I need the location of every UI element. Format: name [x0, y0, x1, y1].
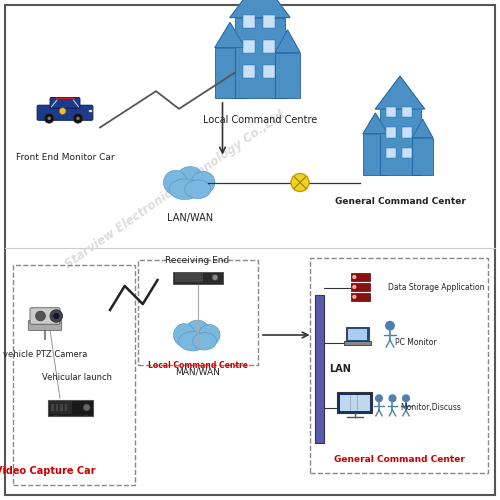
Circle shape	[352, 285, 356, 289]
FancyBboxPatch shape	[175, 274, 203, 281]
Text: Data Storage Application: Data Storage Application	[388, 283, 484, 292]
Text: General Command Center: General Command Center	[334, 455, 464, 464]
Circle shape	[36, 311, 46, 321]
Text: LAN: LAN	[329, 364, 351, 374]
Circle shape	[76, 116, 80, 120]
FancyBboxPatch shape	[344, 340, 371, 345]
Text: Video Capture Car: Video Capture Car	[0, 466, 95, 476]
FancyBboxPatch shape	[402, 107, 412, 117]
FancyBboxPatch shape	[50, 98, 80, 108]
Text: Monitor,Discuss: Monitor,Discuss	[400, 403, 461, 412]
FancyBboxPatch shape	[386, 148, 396, 158]
FancyBboxPatch shape	[84, 415, 88, 416]
Text: MAN/WAN: MAN/WAN	[175, 368, 220, 376]
Text: PC Monitor: PC Monitor	[395, 338, 436, 347]
FancyBboxPatch shape	[346, 327, 369, 342]
FancyBboxPatch shape	[402, 148, 412, 158]
Circle shape	[385, 321, 395, 330]
FancyBboxPatch shape	[48, 400, 92, 415]
FancyBboxPatch shape	[275, 52, 300, 98]
Ellipse shape	[193, 332, 216, 350]
FancyBboxPatch shape	[89, 110, 92, 112]
Circle shape	[50, 310, 62, 322]
Circle shape	[48, 116, 51, 120]
Text: Vehicular launch: Vehicular launch	[42, 372, 112, 382]
Ellipse shape	[169, 179, 200, 200]
Circle shape	[212, 274, 218, 280]
Polygon shape	[215, 22, 245, 48]
FancyBboxPatch shape	[242, 15, 255, 28]
Ellipse shape	[192, 171, 215, 194]
Circle shape	[60, 108, 66, 114]
Circle shape	[73, 114, 83, 123]
Circle shape	[352, 294, 356, 299]
FancyBboxPatch shape	[380, 109, 420, 174]
FancyBboxPatch shape	[28, 320, 62, 330]
FancyBboxPatch shape	[350, 273, 370, 281]
FancyBboxPatch shape	[386, 128, 396, 138]
FancyBboxPatch shape	[350, 282, 370, 291]
Text: Local Command Centre: Local Command Centre	[203, 115, 317, 125]
Ellipse shape	[198, 324, 220, 345]
FancyBboxPatch shape	[242, 40, 255, 52]
Text: Receiving End: Receiving End	[166, 256, 230, 265]
FancyBboxPatch shape	[172, 272, 222, 283]
Ellipse shape	[164, 170, 187, 194]
Circle shape	[402, 394, 410, 402]
Circle shape	[388, 394, 396, 402]
Polygon shape	[412, 119, 433, 138]
FancyBboxPatch shape	[235, 18, 285, 98]
Text: General Command Center: General Command Center	[334, 198, 466, 206]
Circle shape	[291, 174, 309, 192]
FancyBboxPatch shape	[340, 394, 370, 411]
FancyBboxPatch shape	[51, 404, 54, 410]
FancyBboxPatch shape	[386, 107, 396, 117]
Circle shape	[83, 404, 90, 411]
FancyBboxPatch shape	[60, 404, 63, 410]
FancyBboxPatch shape	[338, 392, 372, 413]
Circle shape	[352, 275, 356, 279]
Ellipse shape	[178, 332, 207, 351]
FancyBboxPatch shape	[262, 15, 275, 28]
Text: Starview Electronics Technology Co.,Ltd: Starview Electronics Technology Co.,Ltd	[62, 108, 288, 272]
FancyBboxPatch shape	[348, 328, 367, 340]
Text: vehicle PTZ Camera: vehicle PTZ Camera	[3, 350, 87, 359]
Ellipse shape	[185, 180, 211, 199]
FancyBboxPatch shape	[262, 65, 275, 78]
FancyBboxPatch shape	[37, 105, 93, 120]
Circle shape	[53, 313, 60, 319]
Text: LAN/WAN: LAN/WAN	[167, 212, 213, 222]
Ellipse shape	[184, 320, 210, 346]
FancyBboxPatch shape	[64, 404, 68, 410]
Text: Front End Monitor Car: Front End Monitor Car	[16, 152, 114, 162]
FancyBboxPatch shape	[54, 415, 59, 416]
Ellipse shape	[176, 166, 204, 194]
Polygon shape	[363, 113, 388, 134]
Text: Local Command Centre: Local Command Centre	[148, 361, 248, 370]
Circle shape	[375, 394, 383, 402]
FancyBboxPatch shape	[30, 308, 60, 324]
FancyBboxPatch shape	[242, 65, 255, 78]
FancyBboxPatch shape	[412, 138, 433, 174]
FancyBboxPatch shape	[5, 5, 495, 495]
Polygon shape	[275, 30, 300, 52]
FancyBboxPatch shape	[262, 40, 275, 52]
FancyBboxPatch shape	[56, 97, 74, 100]
FancyBboxPatch shape	[56, 404, 58, 410]
FancyBboxPatch shape	[50, 401, 72, 414]
FancyBboxPatch shape	[402, 128, 412, 138]
Circle shape	[44, 114, 54, 123]
Polygon shape	[230, 0, 290, 18]
FancyBboxPatch shape	[350, 292, 370, 301]
FancyBboxPatch shape	[363, 134, 388, 174]
FancyBboxPatch shape	[215, 48, 245, 98]
FancyBboxPatch shape	[315, 295, 324, 442]
Polygon shape	[376, 76, 424, 109]
Ellipse shape	[174, 324, 195, 346]
